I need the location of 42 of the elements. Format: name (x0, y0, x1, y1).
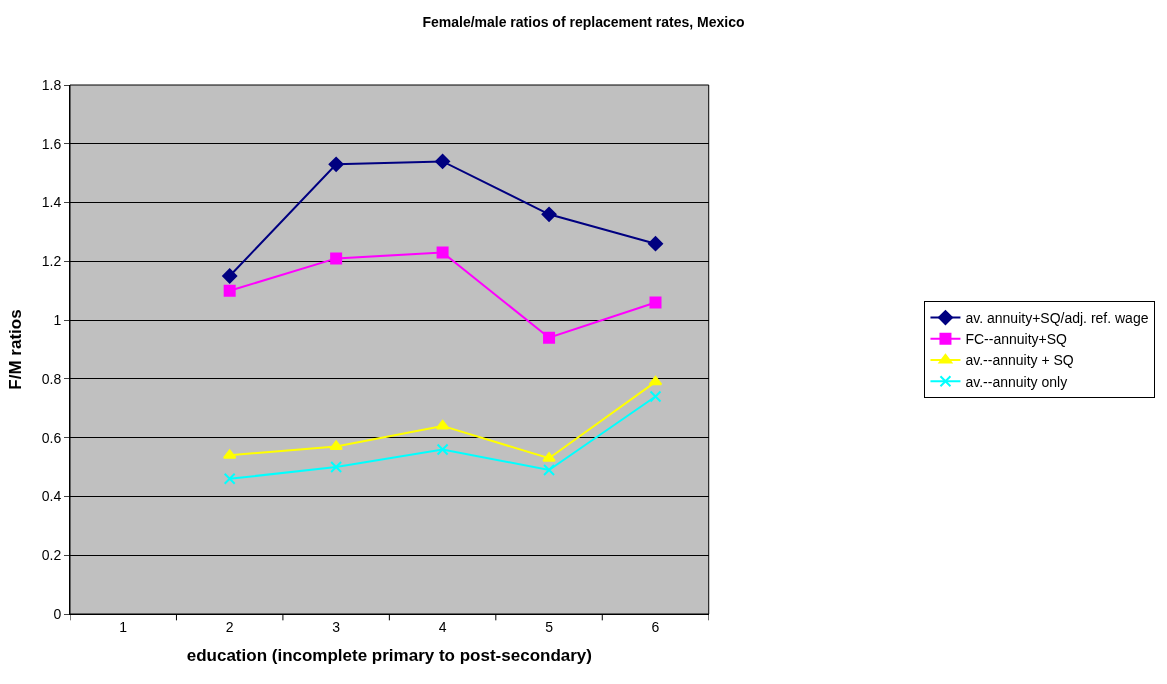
point (435, 419, 450, 430)
point (649, 390, 662, 403)
y-tick-label: 0.6 (41, 429, 62, 446)
legend-label: av.--annuity only (965, 373, 1068, 390)
x-tick-label: 6 (651, 618, 660, 635)
point (541, 206, 557, 222)
y-tick-label: 0.4 (41, 488, 62, 505)
x-axis-title: education (incomplete primary to post-secondary) (186, 646, 592, 666)
point (649, 296, 662, 309)
y-tick-label: 0.2 (41, 547, 62, 564)
y-tick-label: 1.8 (41, 76, 62, 93)
point (542, 452, 556, 462)
point (543, 331, 556, 344)
point (436, 246, 449, 259)
x-tick-label: 2 (225, 618, 234, 635)
point (330, 252, 343, 265)
point (330, 461, 343, 474)
point (543, 463, 556, 476)
x-tick-label: 1 (119, 618, 128, 635)
x-tick-label: 4 (438, 618, 447, 635)
x-tick-label: 5 (545, 618, 554, 635)
y-tick-label: 1.2 (41, 253, 62, 270)
legend-label: FC--annuity+SQ (965, 331, 1068, 348)
point (328, 156, 344, 172)
x-tick-label: 3 (332, 618, 341, 635)
chart-title: Female/male ratios of replacement rates, Mexico (422, 13, 745, 30)
y-tick-label: 1.4 (41, 194, 62, 211)
y-axis-title: F/M ratios (6, 309, 26, 390)
point (223, 472, 236, 485)
point (222, 268, 238, 284)
point (648, 375, 663, 386)
legend-label: av.--annuity + SQ (965, 352, 1074, 369)
point (329, 440, 343, 450)
y-tick-label: 1.6 (41, 135, 62, 152)
point (435, 153, 451, 169)
y-tick-label: 1 (53, 312, 62, 329)
point (648, 236, 663, 252)
legend-label: av. annuity+SQ/adj. ref. wage (965, 310, 1149, 327)
point (436, 443, 449, 456)
y-tick-label: 0.8 (41, 370, 62, 387)
point (223, 284, 236, 297)
y-tick-label: 0 (53, 605, 62, 622)
